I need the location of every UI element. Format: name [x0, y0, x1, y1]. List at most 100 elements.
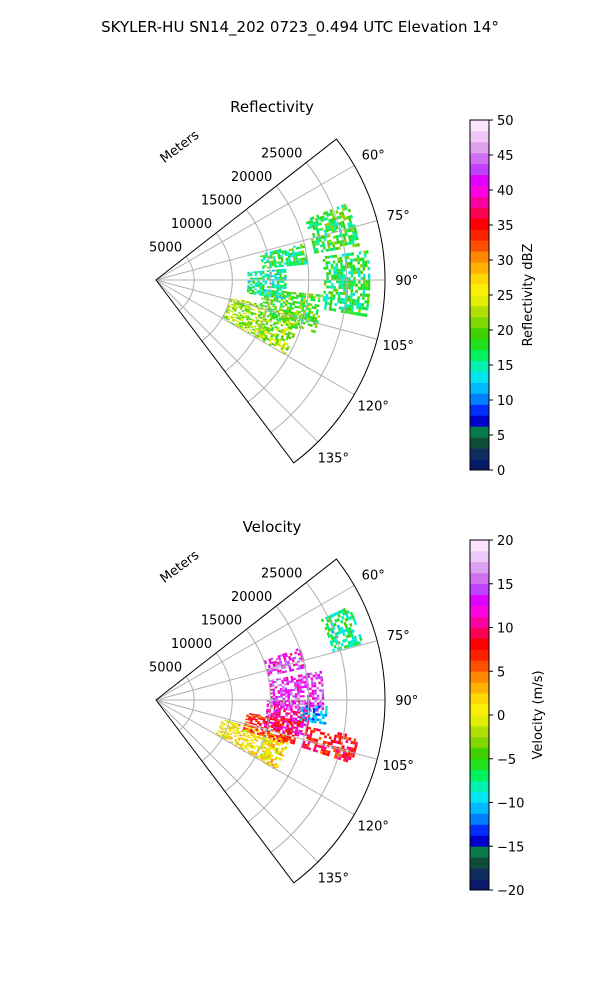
reflectivity-colorbar-segment [470, 404, 489, 416]
reflectivity-theta-tick-label: 90° [395, 274, 418, 289]
velocity-echo-region [268, 670, 325, 713]
velocity-theta-tick-label: 90° [395, 694, 418, 709]
velocity-r-tick-label: 25000 [261, 567, 302, 582]
reflectivity-colorbar-tick-label: 15 [497, 359, 514, 374]
reflectivity-colorbar-tick-label: 45 [497, 149, 514, 164]
velocity-colorbar: −20 −15 −10 −5 0 5 10 15 20 [469, 534, 524, 899]
reflectivity-echo-region [322, 250, 371, 318]
velocity-colorbar-segment [470, 715, 489, 727]
reflectivity-colorbar-tick-label: 35 [497, 219, 514, 234]
velocity-echo-region [263, 648, 307, 677]
reflectivity-colorbar-segment [470, 437, 489, 449]
reflectivity-colorbar-segment [470, 415, 489, 427]
reflectivity-theta-tick-label: 60° [362, 149, 385, 164]
velocity-colorbar-segment [470, 540, 489, 552]
velocity-r-tick-label: 15000 [201, 614, 242, 629]
velocity-colorbar-tick-label: −10 [497, 797, 524, 812]
reflectivity-colorbar-segment [470, 174, 489, 187]
velocity-r-tick-label: 10000 [171, 637, 212, 652]
velocity-colorbar-segment [470, 616, 489, 628]
velocity-colorbar-segment [470, 824, 489, 836]
velocity-colorbar-segment [470, 638, 489, 650]
reflectivity-colorbar-segment [470, 284, 489, 296]
velocity-colorbar-segment [470, 605, 489, 617]
reflectivity-colorbar-tick-label: 40 [497, 184, 514, 199]
reflectivity-echo-region [222, 298, 302, 355]
reflectivity-polar-plot: 5000 10000 15000 20000 25000 60° 75° 90° 105° 120… [149, 138, 418, 466]
reflectivity-colorbar-tick-label: 25 [497, 289, 514, 304]
velocity-colorbar-segment [470, 747, 489, 760]
reflectivity-colorbar-segment [470, 316, 489, 329]
velocity-echo-region [320, 607, 363, 652]
reflectivity-colorbar-tick-label: 20 [497, 324, 514, 339]
velocity-colorbar-segment [470, 879, 489, 891]
velocity-colorbar-segment [470, 550, 489, 563]
velocity-echo-region [263, 700, 311, 737]
reflectivity-theta-tick-label: 135° [318, 451, 349, 466]
reflectivity-echoes [222, 203, 371, 355]
velocity-colorbar-segment [470, 627, 489, 639]
reflectivity-colorbar-segment [470, 327, 489, 340]
reflectivity-colorbar-tick-label: 30 [497, 254, 514, 269]
velocity-theta-tick-label: 75° [387, 629, 410, 644]
velocity-colorbar-tick-label: 5 [497, 665, 505, 680]
reflectivity-grid [155, 162, 385, 443]
velocity-theta-tick-label: 105° [383, 759, 414, 774]
reflectivity-colorbar-segment [470, 130, 489, 143]
reflectivity-r-tick-label: 15000 [201, 194, 242, 209]
velocity-theta-tick-label: 135° [318, 871, 349, 886]
reflectivity-colorbar-segment [470, 349, 489, 362]
reflectivity-colorbar-segment [470, 382, 489, 394]
reflectivity-colorbar-segment [470, 207, 489, 219]
velocity-colorbar-tick-label: −20 [497, 884, 524, 899]
reflectivity-title: Reflectivity [230, 98, 314, 116]
velocity-colorbar-segment [470, 725, 489, 738]
reflectivity-theta-tick-label: 75° [387, 209, 410, 224]
velocity-r-tick-label: 20000 [231, 590, 272, 605]
velocity-colorbar-tick-label: 20 [497, 534, 514, 549]
reflectivity-sector-frame [155, 138, 386, 464]
velocity-colorbar-segment [470, 594, 489, 607]
reflectivity-colorbar: 0 5 10 15 20 25 30 35 40 45 50 [469, 114, 514, 479]
reflectivity-theta-tick-label: 105° [383, 339, 414, 354]
reflectivity-echo-region [257, 289, 324, 334]
reflectivity-colorbar-segment [470, 185, 489, 197]
reflectivity-panel: Reflectivity 5000 10000 15000 20000 25000 60°… [149, 98, 536, 479]
reflectivity-colorbar-label: Reflectivity dBZ [521, 244, 536, 347]
velocity-colorbar-segment [470, 868, 489, 880]
velocity-echoes [215, 607, 363, 770]
reflectivity-colorbar-segment [470, 426, 489, 438]
reflectivity-colorbar-segment [470, 196, 489, 208]
velocity-colorbar-tick-label: 10 [497, 622, 514, 637]
velocity-colorbar-segment [470, 769, 489, 782]
velocity-colorbar-segment [470, 802, 489, 814]
velocity-colorbar-tick-label: 0 [497, 709, 505, 724]
reflectivity-colorbar-segment [470, 141, 489, 154]
velocity-colorbar-segment [470, 583, 489, 596]
velocity-echo-region [299, 705, 328, 725]
reflectivity-colorbar-segment [470, 393, 489, 405]
reflectivity-colorbar-segment [470, 240, 489, 252]
reflectivity-r-tick-label: 5000 [149, 241, 182, 256]
reflectivity-colorbar-segment [470, 360, 489, 372]
reflectivity-colorbar-tick-label: 50 [497, 114, 514, 129]
reflectivity-colorbar-segment [470, 229, 489, 241]
reflectivity-colorbar-segment [470, 251, 489, 263]
reflectivity-colorbar-segment [470, 218, 489, 230]
velocity-colorbar-tick-label: −5 [497, 753, 516, 768]
velocity-colorbar-segment [470, 846, 489, 858]
velocity-colorbar-segment [470, 758, 489, 771]
reflectivity-colorbar-segment [470, 163, 489, 176]
reflectivity-r-tick-label: 25000 [261, 147, 302, 162]
reflectivity-colorbar-tick-label: 5 [497, 429, 505, 444]
reflectivity-colorbar-segment [470, 448, 489, 460]
velocity-colorbar-segment [470, 660, 489, 672]
reflectivity-radial-label: Meters [158, 128, 203, 167]
velocity-polar-plot: 5000 10000 15000 20000 25000 60° 75° 90° 105° 120… [149, 558, 418, 886]
velocity-grid [155, 582, 385, 863]
reflectivity-colorbar-tick-label: 0 [497, 464, 505, 479]
velocity-colorbar-segment [470, 682, 489, 694]
velocity-colorbar-segment [470, 813, 489, 825]
velocity-colorbar-segment [470, 693, 489, 705]
